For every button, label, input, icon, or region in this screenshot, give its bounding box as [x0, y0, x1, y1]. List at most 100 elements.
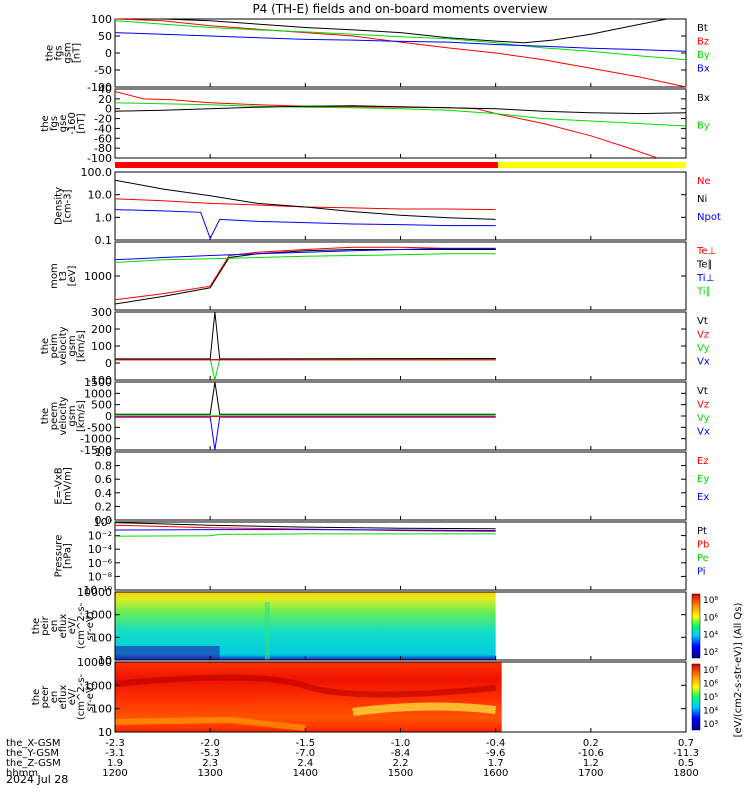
- y-axis-label: thepeirenefluxeV/(cm^2-s-sr-eV): [31, 602, 96, 649]
- series-line-Pt: [114, 522, 496, 530]
- y-axis-label-line: peer: [40, 685, 51, 709]
- y-tick-label: 50: [98, 30, 112, 43]
- y-axis-label: thepeimvelocitygsm[km/s]: [40, 326, 87, 365]
- x-axis-row-label: hhmm: [6, 768, 38, 779]
- panel-frame: [114, 88, 687, 159]
- x-axis-value: -11.3: [673, 748, 699, 759]
- y-axis-label-line: [km/s]: [76, 400, 87, 432]
- x-axis-value: -3.1: [105, 748, 125, 759]
- x-axis-value: 1300: [197, 768, 222, 779]
- y-tick-label: 10⁻⁶: [88, 557, 113, 570]
- series-line-By: [114, 20, 687, 61]
- y-axis-label-line: Density: [54, 187, 65, 225]
- x-axis-value: 1600: [483, 768, 508, 779]
- panel-peir-spectrogram: 10⁸10⁶10⁴10²10000100010010thepeireneflux…: [31, 586, 718, 667]
- y-axis-label: thepeerenefluxeV/(cm^2-s-sr-eV): [31, 673, 96, 720]
- y-axis-label: Density[cm-3]: [54, 187, 74, 225]
- y-axis-label-line: sr-eV): [85, 611, 96, 640]
- spectrogram-feature: [352, 702, 497, 716]
- y-tick-label: 10⁻²: [88, 530, 112, 543]
- y-tick-label: 200: [91, 323, 112, 336]
- y-axis-label-line: [cm-3]: [63, 189, 74, 222]
- series-line-Bz: [114, 18, 687, 88]
- y-axis-label-line: [eV]: [67, 266, 78, 287]
- y-axis-label-line: peir: [40, 615, 51, 635]
- y-tick-label: 10⁻⁴: [88, 543, 113, 556]
- y-axis-label-line: gsm: [67, 335, 78, 356]
- y-tick-label: 300: [91, 306, 112, 319]
- x-axis-value: 1200: [102, 768, 127, 779]
- legend-entry: By: [697, 50, 710, 61]
- x-axis-value: -10.6: [578, 748, 604, 759]
- series-line-By: [114, 102, 687, 127]
- legend-entry: Ey: [697, 474, 709, 485]
- series-line-Ti∥: [114, 253, 496, 263]
- y-axis-label-line: -160: [67, 112, 78, 135]
- x-axis-value: -5.3: [200, 748, 220, 759]
- y-tick-label: 500: [91, 399, 112, 412]
- legend-entry: Ni: [697, 194, 707, 205]
- colorbar: [691, 663, 701, 731]
- colorbar-tick-label: 10⁶: [703, 680, 718, 690]
- spectrogram-feature: [114, 674, 496, 698]
- y-tick-label: 0.2: [95, 500, 113, 513]
- x-axis-row-label: the_Z-GSM: [6, 758, 61, 769]
- legend-entry: Pt: [697, 526, 707, 537]
- y-axis-label-line: fgs: [54, 45, 65, 60]
- y-tick-label: 10⁻¹⁰: [83, 584, 112, 597]
- x-axis-table: the_X-GSM -2.3 -2.0 -1.5 -1.0 -0.4 0.2 0.7 the_Y…: [6, 738, 699, 779]
- series-line-Vx: [115, 416, 496, 451]
- y-axis-label-line: Pressure: [54, 535, 65, 578]
- x-axis-value: 1.7: [488, 758, 504, 769]
- legend-entry: Pb: [697, 540, 709, 551]
- y-tick-label: 10⁰: [94, 516, 113, 529]
- y-tick-label: 1500: [84, 376, 112, 389]
- series-line-Ni: [114, 179, 496, 220]
- panel-peer-spectrogram: 10⁷10⁶10⁵10⁴10³10000100010010thepeerenef…: [31, 656, 718, 739]
- legend-entry: Te⊥: [696, 246, 716, 257]
- y-tick-label: 0: [105, 103, 112, 116]
- legend-entry: Ex: [697, 492, 709, 503]
- y-tick-label: 100: [91, 631, 112, 644]
- legend-entry: Vz: [697, 330, 709, 341]
- series-line-Te⊥: [114, 246, 496, 301]
- y-tick-label: -100: [87, 81, 112, 94]
- x-axis-value: 1.2: [583, 758, 599, 769]
- x-axis-value: 2.4: [297, 758, 313, 769]
- y-axis-label: momt3[eV]: [49, 263, 78, 289]
- y-axis-label-line: en: [49, 691, 60, 704]
- colorbar-tick-label: 10²: [703, 648, 718, 658]
- y-axis-label: E=-VxB[mV/m]: [54, 467, 74, 505]
- y-tick-label: 100: [91, 340, 112, 353]
- legend-entry: Bt: [697, 23, 708, 34]
- legend-entry: Vt: [697, 386, 708, 397]
- x-axis-value: 1.9: [107, 758, 123, 769]
- series-line-Pi: [114, 529, 496, 532]
- y-axis-label-line: [nT]: [76, 113, 87, 133]
- y-tick-label: -100: [87, 374, 112, 387]
- legend-entry: Ti⊥: [696, 273, 714, 284]
- legend-entry: Ne: [697, 176, 711, 187]
- y-axis-label-line: (cm^2-s-: [76, 673, 87, 720]
- y-axis-label-line: E=-VxB: [54, 467, 65, 504]
- y-tick-label: 10: [98, 726, 112, 739]
- y-tick-label: -1500: [80, 444, 112, 457]
- x-axis-value: -8.4: [391, 748, 411, 759]
- panel-frame: [114, 241, 687, 311]
- x-axis-value: -9.6: [486, 748, 506, 759]
- y-axis-label-line: eV/: [67, 617, 78, 634]
- x-axis-value: -1.5: [296, 738, 316, 749]
- y-axis-label-line: en: [49, 620, 60, 633]
- panel-peim-velocity: 3002001000-100thepeimvelocitygsm[km/s]Vt…: [40, 306, 710, 387]
- legend-entry: Npot: [697, 212, 721, 223]
- series-line-Ne: [114, 198, 496, 211]
- x-axis-value: 1500: [388, 768, 413, 779]
- y-axis-label: Pressure[nPa]: [54, 535, 74, 578]
- x-axis-value: -2.3: [105, 738, 125, 749]
- y-tick-label: 1000: [84, 679, 112, 692]
- x-axis-value: 0.2: [583, 738, 599, 749]
- series-line-Bt: [115, 18, 686, 44]
- y-axis-label-line: fgs: [49, 116, 60, 131]
